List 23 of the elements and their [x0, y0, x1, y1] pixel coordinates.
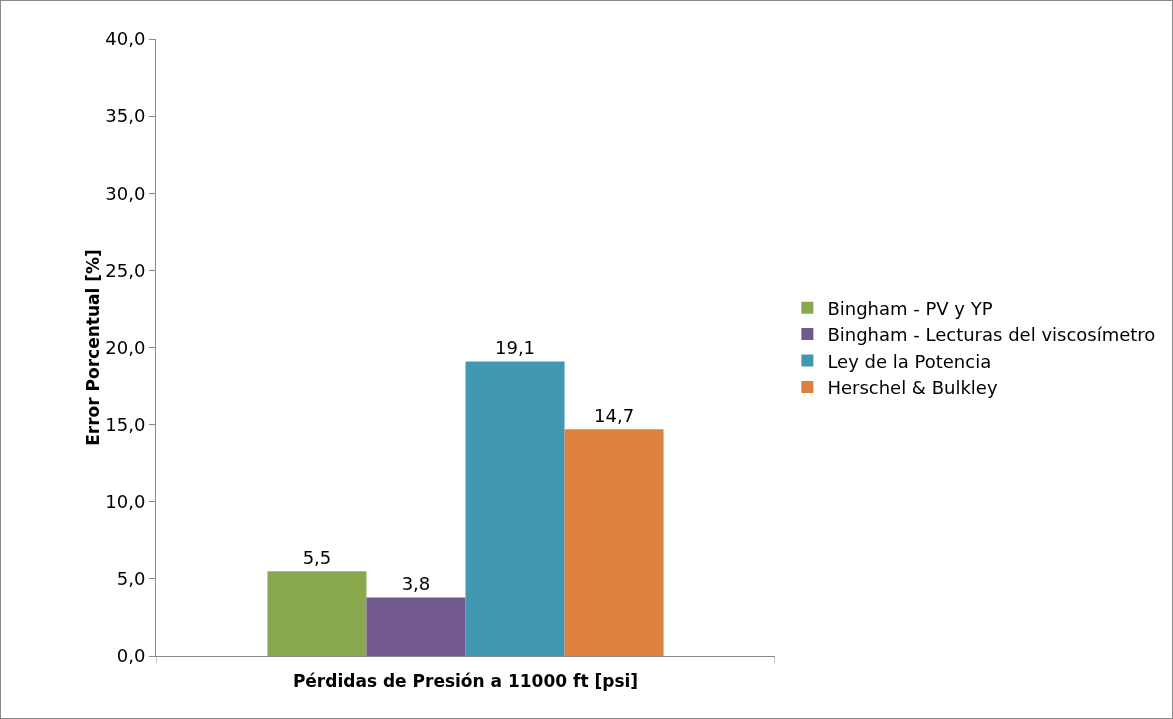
- y-axis-title: Error Porcentual [%]: [83, 249, 104, 446]
- bar: [465, 361, 565, 656]
- y-tick-label: 25,0: [105, 259, 146, 281]
- bar: [267, 571, 367, 656]
- bar: [564, 429, 664, 656]
- data-label: 19,1: [494, 337, 536, 359]
- y-tick-label: 5,0: [116, 568, 146, 590]
- legend-label: Herschel & Bulkley: [827, 376, 998, 398]
- y-tick-label: 10,0: [105, 491, 146, 513]
- legend-label: Bingham - PV y YP: [827, 297, 993, 319]
- bar: [366, 597, 466, 656]
- data-label: 3,8: [401, 573, 431, 595]
- y-tick-label: 15,0: [105, 413, 146, 435]
- y-tick-label: 20,0: [105, 336, 146, 358]
- legend-label: Bingham - Lecturas del viscosímetro: [827, 324, 1156, 346]
- y-tick-label: 0,0: [116, 645, 146, 667]
- y-tick-label: 30,0: [105, 182, 146, 204]
- data-label: 5,5: [302, 547, 332, 569]
- x-axis-title: Pérdidas de Presión a 11000 ft [psi]: [292, 671, 639, 691]
- legend-label: Ley de la Potencia: [827, 350, 992, 372]
- y-tick-label: 35,0: [105, 105, 146, 127]
- y-tick-label: 40,0: [105, 28, 146, 50]
- data-label: 14,7: [594, 405, 635, 427]
